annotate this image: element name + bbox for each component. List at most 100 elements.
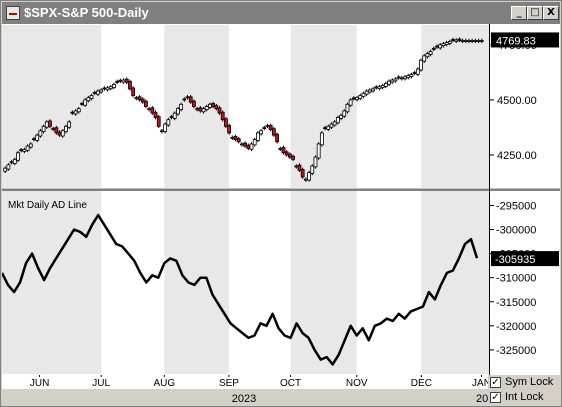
candle-body xyxy=(300,169,305,178)
candle-body xyxy=(115,80,120,83)
candle-body xyxy=(64,125,68,133)
month-label-jul: JUL xyxy=(92,378,110,389)
candle-body xyxy=(425,53,430,58)
candle-body xyxy=(35,134,40,141)
candle-body xyxy=(124,78,129,83)
candle-body xyxy=(367,89,372,93)
candle-body xyxy=(172,112,177,119)
candle-body xyxy=(54,127,59,134)
year-axis-strip xyxy=(2,390,488,406)
close-button[interactable]: X xyxy=(543,6,559,20)
candle-body xyxy=(457,38,462,41)
price-last-value-box xyxy=(491,32,559,48)
year-label: 2023 xyxy=(232,393,256,405)
candle-body xyxy=(438,44,443,49)
ad-line-layer xyxy=(2,213,479,366)
candle-body xyxy=(236,138,241,143)
ad-tick-label: -320000 xyxy=(496,321,536,333)
ad-last-value-box xyxy=(491,251,559,267)
candle-body xyxy=(313,156,318,168)
candle-body xyxy=(188,96,193,103)
sym-lock-checkbox[interactable]: ✓ xyxy=(490,377,501,388)
sym-lock-label: Sym Lock xyxy=(505,376,554,388)
candle-body xyxy=(140,98,145,103)
candle-body xyxy=(307,172,311,181)
month-label-sep: SEP xyxy=(219,378,239,389)
month-axis-strip xyxy=(2,375,488,389)
shade-band-ad-3 xyxy=(421,191,489,374)
int-lock-toggle[interactable]: ✓ Int Lock xyxy=(489,391,559,405)
candle-body xyxy=(105,87,110,91)
candle-body xyxy=(96,90,100,95)
candle-body xyxy=(431,47,436,50)
candle-body xyxy=(240,143,244,146)
candle-body xyxy=(112,84,116,88)
shade-band-price-0 xyxy=(2,25,102,188)
candle-body xyxy=(208,103,212,108)
candle-body xyxy=(156,116,161,127)
candle-body xyxy=(211,103,216,107)
candle-body xyxy=(332,121,337,126)
candle-body xyxy=(451,39,455,41)
candle-body xyxy=(134,97,139,100)
candle-body xyxy=(60,130,65,137)
candle-body xyxy=(297,164,302,171)
candle-body xyxy=(310,165,315,174)
candle-body xyxy=(48,120,52,127)
candle-body xyxy=(387,80,391,85)
candle-body xyxy=(9,161,14,164)
month-label-aug: AUG xyxy=(153,378,175,389)
chart-area[interactable]: 4750.004500.004250.004769.83-295000-3000… xyxy=(2,24,560,376)
candle-body xyxy=(316,143,321,159)
candle-body xyxy=(73,110,78,115)
candle-body xyxy=(364,90,369,95)
chart-canvas[interactable]: 4750.004500.004250.004769.83-295000-3000… xyxy=(2,24,560,376)
candle-body xyxy=(70,111,75,114)
candle-body xyxy=(128,80,132,90)
candle-body xyxy=(16,152,20,161)
window-title: $SPX-S&P 500-Daily xyxy=(24,5,149,20)
candle-body xyxy=(131,87,136,96)
candle-body xyxy=(303,178,308,181)
candle-body xyxy=(25,145,30,151)
month-label-jun: JUN xyxy=(30,378,49,389)
candle-body xyxy=(361,92,366,97)
candle-body xyxy=(287,153,292,158)
candle-body xyxy=(319,132,324,146)
sym-lock-toggle[interactable]: ✓ Sym Lock xyxy=(489,376,559,390)
candle-body xyxy=(198,107,203,112)
month-label-dec: DEC xyxy=(411,378,432,389)
minimize-button[interactable]: _ xyxy=(511,6,527,20)
candle-body xyxy=(275,133,279,143)
candle-body xyxy=(339,114,343,119)
candle-body xyxy=(246,144,251,149)
candle-body xyxy=(467,40,471,42)
candle-body xyxy=(28,143,33,148)
int-lock-checkbox[interactable]: ✓ xyxy=(490,392,501,403)
candle-body xyxy=(444,42,449,46)
candle-body xyxy=(214,105,219,110)
ad-line-title: Mkt Daily AD Line xyxy=(8,200,87,211)
candle-body xyxy=(224,118,228,127)
candle-body xyxy=(99,89,104,93)
candle-body xyxy=(153,111,158,118)
candle-body xyxy=(374,86,379,89)
candle-body xyxy=(419,59,423,71)
candle-body xyxy=(44,121,49,128)
candle-body xyxy=(271,128,276,136)
candle-body xyxy=(278,147,283,150)
background-shading xyxy=(2,25,489,374)
candle-body xyxy=(192,100,196,107)
title-bar[interactable]: $SPX-S&P 500-Daily _ □ X xyxy=(2,2,560,24)
candle-body xyxy=(118,79,123,82)
candle-body xyxy=(102,87,107,90)
candle-body xyxy=(479,40,484,42)
month-label-nov: NOV xyxy=(346,378,368,389)
candle-body xyxy=(415,68,420,75)
candle-body xyxy=(80,103,84,105)
candle-body xyxy=(227,125,232,134)
candle-body xyxy=(243,142,247,147)
candle-body xyxy=(265,125,270,127)
maximize-button[interactable]: □ xyxy=(527,6,543,20)
candle-body xyxy=(435,45,439,48)
